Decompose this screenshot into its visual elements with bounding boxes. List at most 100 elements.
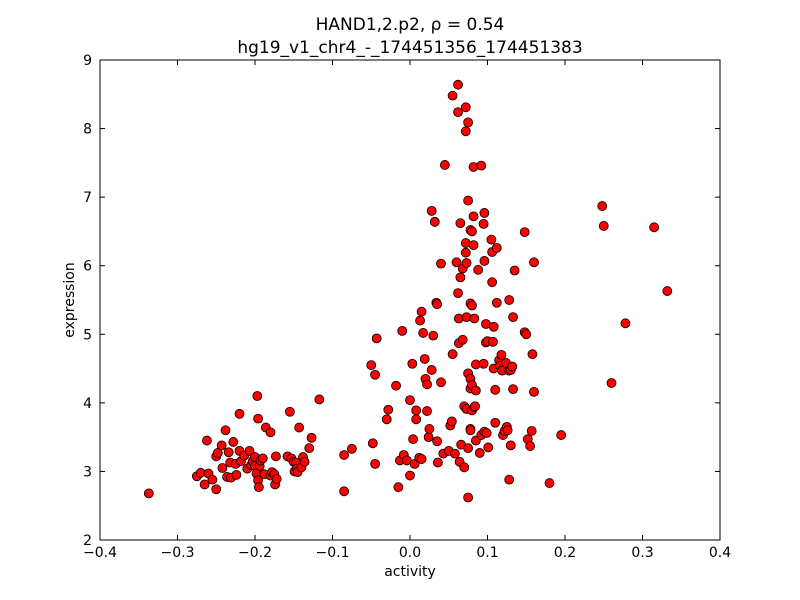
y-tick-label: 5 (83, 327, 92, 343)
data-point (460, 126, 471, 137)
data-point (419, 354, 430, 364)
data-point (432, 299, 443, 310)
data-point (393, 482, 404, 493)
data-point (504, 295, 515, 305)
data-point (271, 451, 281, 462)
x-tick-label: −0.3 (161, 545, 195, 561)
data-point (231, 469, 242, 480)
data-point (529, 257, 539, 268)
data-point (143, 488, 154, 499)
data-point (228, 437, 239, 447)
data-point (508, 312, 518, 323)
data-point (453, 79, 463, 90)
data-point (428, 330, 439, 341)
data-point (502, 425, 513, 436)
data-point (606, 378, 617, 388)
data-point (526, 426, 537, 436)
data-point (453, 288, 463, 299)
data-point (415, 315, 425, 326)
data-point (223, 447, 234, 458)
data-point (465, 425, 476, 436)
data-point (490, 417, 501, 428)
data-point (370, 458, 381, 469)
data-point (460, 102, 471, 113)
data-point (244, 445, 255, 456)
ticks-layer: −0.4 −0.3 −0.2 −0.1 0.0 0.1 0.2 0.3 0.4 2 3 4 5 6 7 8 9 (83, 53, 731, 561)
y-tick-label: 4 (83, 396, 92, 412)
data-point (346, 443, 357, 454)
x-tick-label: −0.1 (316, 545, 350, 561)
data-point (211, 484, 222, 495)
y-tick-label: 3 (83, 464, 92, 480)
data-point (620, 318, 631, 329)
data-point (504, 474, 515, 485)
data-point (299, 456, 310, 467)
data-point (253, 413, 264, 424)
data-point (216, 440, 227, 451)
data-point (453, 107, 463, 118)
data-point (483, 442, 494, 453)
data-point (451, 257, 462, 268)
data-point (598, 221, 609, 231)
data-point (478, 358, 489, 369)
data-point (519, 227, 530, 238)
data-point (479, 208, 490, 218)
data-point (408, 434, 419, 445)
data-point (463, 117, 474, 128)
y-tick-label: 2 (83, 533, 92, 549)
y-tick-label: 8 (83, 122, 92, 138)
data-point (649, 222, 660, 233)
data-point (486, 234, 497, 245)
plot-frame (99, 59, 721, 541)
data-point (481, 428, 492, 438)
data-point (662, 286, 673, 296)
data-point (411, 405, 422, 416)
y-tick-label: 9 (83, 53, 92, 69)
data-point (468, 211, 479, 222)
data-point (460, 247, 471, 258)
data-point (491, 297, 502, 308)
x-tick-label: 0.3 (631, 545, 653, 561)
data-point (314, 394, 325, 405)
data-point (487, 277, 498, 288)
data-point (521, 329, 532, 340)
data-point (220, 425, 231, 436)
data-point (478, 218, 489, 229)
data-point (304, 443, 315, 454)
data-point (366, 360, 377, 371)
data-point (505, 440, 516, 451)
data-point (459, 462, 470, 473)
data-point (367, 438, 378, 449)
data-point (306, 432, 317, 443)
points-layer (143, 79, 673, 503)
data-point (391, 380, 401, 391)
data-point (544, 478, 555, 488)
data-point (217, 463, 228, 473)
data-point (405, 470, 415, 481)
data-point (397, 325, 408, 336)
data-point (416, 454, 427, 464)
data-point (507, 361, 518, 372)
data-point (429, 216, 440, 227)
data-point (432, 457, 443, 468)
data-point (509, 265, 520, 276)
y-tick-label: 6 (83, 259, 92, 275)
data-point (468, 240, 479, 251)
data-point (491, 242, 502, 253)
data-point (446, 416, 457, 427)
data-point (265, 427, 276, 438)
data-point (432, 436, 443, 447)
data-point (470, 401, 481, 412)
data-point (422, 379, 432, 390)
x-tick-label: 0.2 (554, 545, 576, 561)
data-point (556, 430, 567, 440)
data-point (234, 408, 245, 419)
x-tick-label: −0.4 (83, 545, 117, 561)
data-point (476, 160, 487, 171)
data-point (597, 201, 608, 211)
data-point (339, 450, 350, 460)
data-point (253, 482, 264, 493)
data-point (461, 258, 472, 268)
data-point (422, 406, 432, 416)
